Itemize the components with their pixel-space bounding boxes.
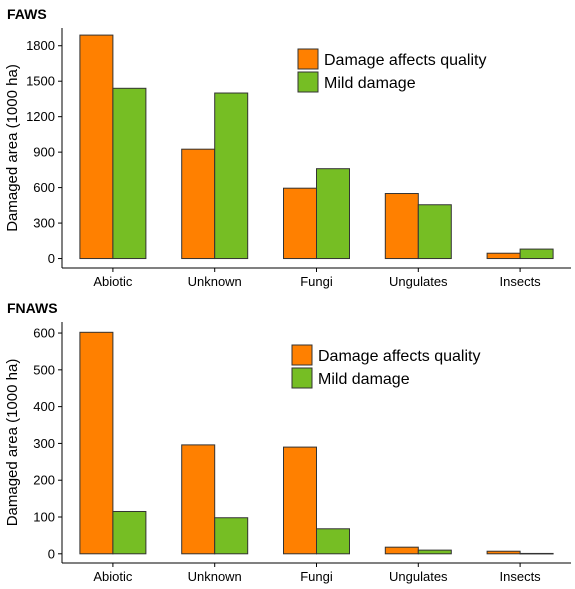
bar-quality-ungulates xyxy=(384,546,419,555)
legend-swatch xyxy=(297,48,319,70)
bar-mild-fungi xyxy=(316,168,350,260)
bar-quality-abiotic xyxy=(79,34,114,260)
x-tick-label: Unknown xyxy=(188,274,242,289)
y-tick-label: 400 xyxy=(33,399,55,414)
y-axis-label: Damaged area (1000 ha) xyxy=(4,359,21,527)
y-tick-label: 600 xyxy=(33,180,55,195)
bar-quality-abiotic xyxy=(79,331,114,555)
bar-quality-unknown xyxy=(181,444,216,555)
x-tick-label: Fungi xyxy=(300,569,333,584)
bar-mild-unknown xyxy=(214,517,249,555)
bar-mild-insects xyxy=(519,552,554,555)
bar-mild-unknown xyxy=(214,92,249,260)
legend-swatch xyxy=(291,367,313,389)
y-tick-label: 500 xyxy=(33,362,55,377)
bar-quality-ungulates xyxy=(384,193,419,260)
bar-mild-fungi xyxy=(316,528,350,555)
y-tick-label: 300 xyxy=(33,216,55,231)
legend-label: Mild damage xyxy=(318,371,410,388)
bar-mild-ungulates xyxy=(417,549,452,555)
y-tick-label: 1800 xyxy=(26,38,55,53)
bar-quality-unknown xyxy=(181,148,216,260)
x-tick-label: Insects xyxy=(500,274,542,289)
y-tick-label: 1500 xyxy=(26,74,55,89)
bar-mild-ungulates xyxy=(417,204,452,260)
legend-swatch xyxy=(291,344,313,366)
x-tick-label: Abiotic xyxy=(93,274,133,289)
x-tick-label: Ungulates xyxy=(389,274,448,289)
legend-label: Damage affects quality xyxy=(318,348,480,365)
bar-quality-insects xyxy=(486,252,521,260)
y-tick-label: 100 xyxy=(33,510,55,525)
bar-mild-abiotic xyxy=(112,510,147,555)
legend-label: Damage affects quality xyxy=(324,52,486,69)
bar-quality-fungi xyxy=(283,187,317,260)
panel-title: FAWS xyxy=(7,6,47,22)
y-tick-label: 0 xyxy=(48,251,55,266)
y-tick-label: 0 xyxy=(48,546,55,561)
x-tick-label: Abiotic xyxy=(93,569,133,584)
legend-swatch xyxy=(297,71,319,93)
x-tick-label: Unknown xyxy=(188,569,242,584)
bar-mild-insects xyxy=(519,248,554,260)
x-tick-label: Insects xyxy=(500,569,542,584)
panel-title: FNAWS xyxy=(7,300,58,316)
bar-quality-insects xyxy=(486,550,521,555)
legend-label: Mild damage xyxy=(324,75,416,92)
y-axis-label: Damaged area (1000 ha) xyxy=(4,64,21,232)
y-tick-label: 300 xyxy=(33,436,55,451)
bar-mild-abiotic xyxy=(112,87,147,260)
y-tick-label: 1200 xyxy=(26,109,55,124)
y-tick-label: 600 xyxy=(33,326,55,341)
y-tick-label: 200 xyxy=(33,473,55,488)
y-tick-label: 900 xyxy=(33,145,55,160)
x-tick-label: Fungi xyxy=(300,274,333,289)
bar-quality-fungi xyxy=(283,446,317,555)
x-tick-label: Ungulates xyxy=(389,569,448,584)
